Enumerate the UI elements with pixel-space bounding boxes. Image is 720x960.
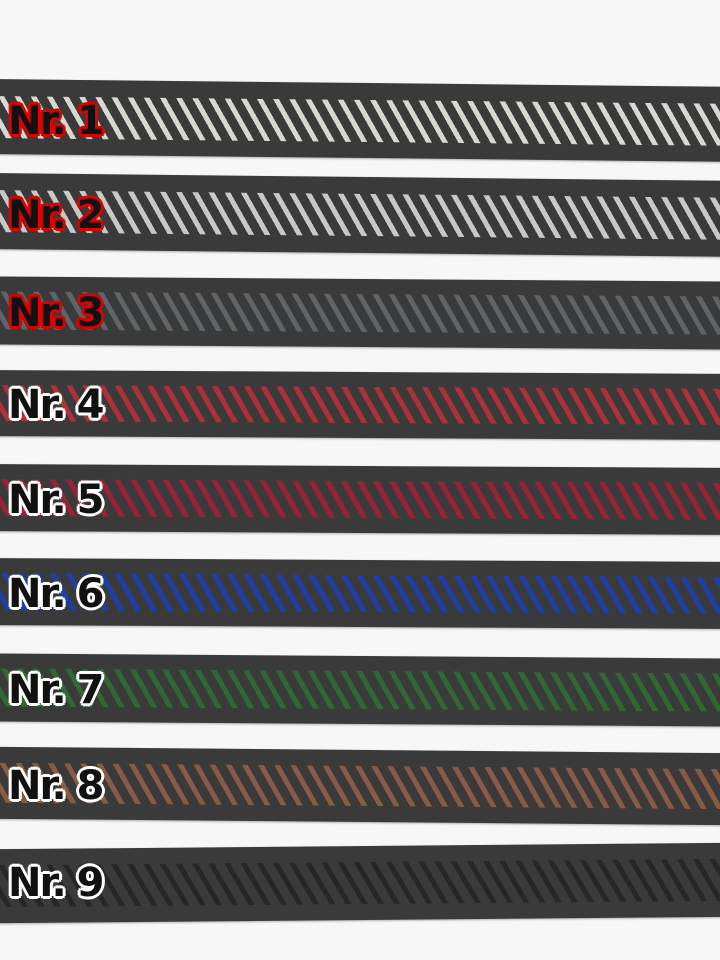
sample-label: Nr. 1 [8, 97, 104, 144]
stripe-pattern [0, 668, 720, 712]
stripe-pattern [0, 291, 720, 335]
sample-label: Nr. 9 [8, 860, 104, 906]
ribbon-sample [0, 79, 720, 162]
stripe-pattern [0, 762, 720, 810]
stripe-pattern [0, 478, 720, 521]
sample-label: Nr. 4 [8, 382, 104, 428]
stripe-pattern [0, 189, 720, 241]
ribbon-sample [0, 464, 720, 535]
sample-label: Nr. 3 [8, 290, 104, 336]
ribbon-sample [0, 173, 720, 257]
sample-label: Nr. 8 [8, 763, 104, 809]
sample-label: Nr. 6 [8, 570, 104, 617]
stripe-pattern [0, 572, 720, 615]
ribbon-sample [0, 842, 720, 924]
stripe-pattern [0, 95, 720, 146]
sample-label: Nr. 7 [8, 667, 104, 713]
ribbon-sample [0, 370, 720, 440]
stripe-pattern [0, 384, 720, 426]
ribbon-sample [0, 276, 720, 350]
ribbon-sample [0, 746, 720, 826]
stripe-pattern [0, 858, 720, 908]
sample-label: Nr. 2 [8, 192, 104, 238]
ribbon-sample [0, 558, 720, 629]
sample-label: Nr. 5 [8, 476, 104, 523]
ribbon-sample [0, 653, 720, 727]
